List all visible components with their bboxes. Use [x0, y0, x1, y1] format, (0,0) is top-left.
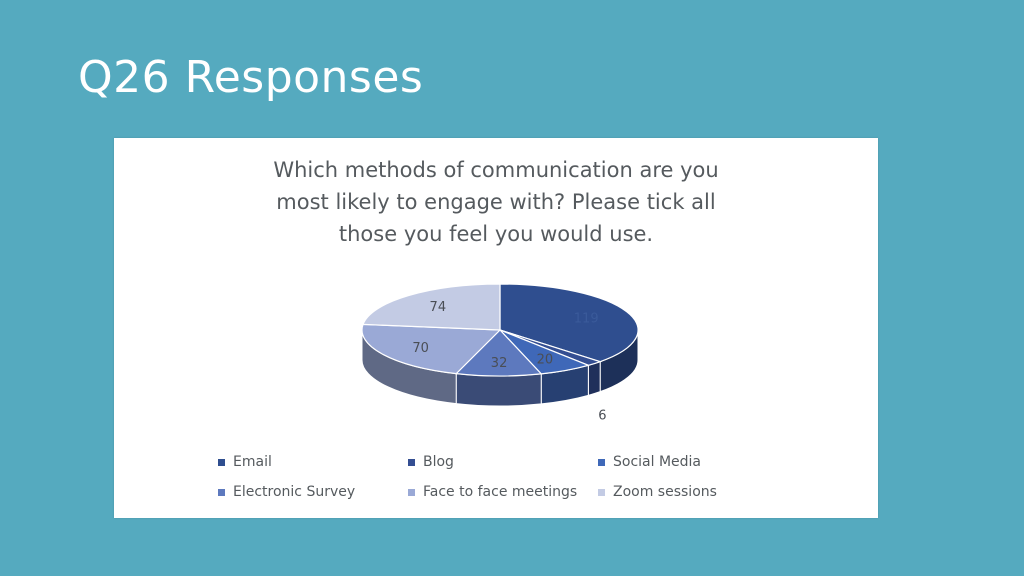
legend-item-zoom-sessions: Zoom sessions: [598, 484, 717, 500]
legend-label: Zoom sessions: [613, 484, 717, 500]
legend-label: Electronic Survey: [233, 484, 356, 500]
legend-swatch: [218, 488, 225, 496]
slide-title: Q26 Responses: [78, 52, 424, 103]
legend-item-electronic-survey: Electronic Survey: [218, 484, 355, 500]
pie-side-blog: [587, 360, 601, 396]
pie-chart: 119 6 20 32 70 74: [361, 283, 639, 424]
pie-slice-email: [499, 283, 639, 363]
legend-swatch: [598, 458, 605, 466]
data-label-email: 119: [574, 311, 599, 326]
legend-item-blog: Blog: [408, 454, 454, 470]
pie-slice-zoom-sessions: [362, 283, 501, 331]
chart-legend: Email Blog Social Media Electronic Survey Fa…: [218, 454, 818, 514]
legend-swatch: [408, 458, 415, 466]
data-label-face-to-face-meetings: 70: [412, 341, 429, 356]
legend-swatch: [598, 488, 605, 496]
legend-label: Blog: [423, 454, 454, 470]
legend-swatch: [218, 458, 225, 466]
data-label-zoom-sessions: 74: [430, 300, 447, 315]
chart-title-line-3: those you feel you would use.: [338, 222, 654, 246]
legend-label: Email: [233, 454, 272, 470]
legend-swatch: [408, 488, 415, 496]
chart-title-line-2: most likely to engage with? Please tick …: [276, 190, 716, 214]
legend-item-email: Email: [218, 454, 272, 470]
pie-side-electronic-survey: [455, 373, 542, 407]
legend-label: Social Media: [613, 454, 702, 470]
chart-title-line-1: Which methods of communication are you: [273, 158, 719, 182]
legend-item-face-to-face-meetings: Face to face meetings: [408, 484, 577, 500]
data-label-social-media: 20: [537, 352, 554, 367]
chart-card: Which methods of communication are you m…: [114, 138, 878, 518]
data-label-blog: 6: [598, 409, 606, 424]
data-label-electronic-survey: 32: [491, 356, 508, 371]
legend-item-social-media: Social Media: [598, 454, 701, 470]
legend-label: Face to face meetings: [423, 484, 578, 500]
pie-slice-electronic-survey: [454, 329, 543, 377]
chart-title: Which methods of communication are you m…: [114, 154, 878, 250]
pie-slice-face-to-face-meetings: [361, 323, 502, 375]
